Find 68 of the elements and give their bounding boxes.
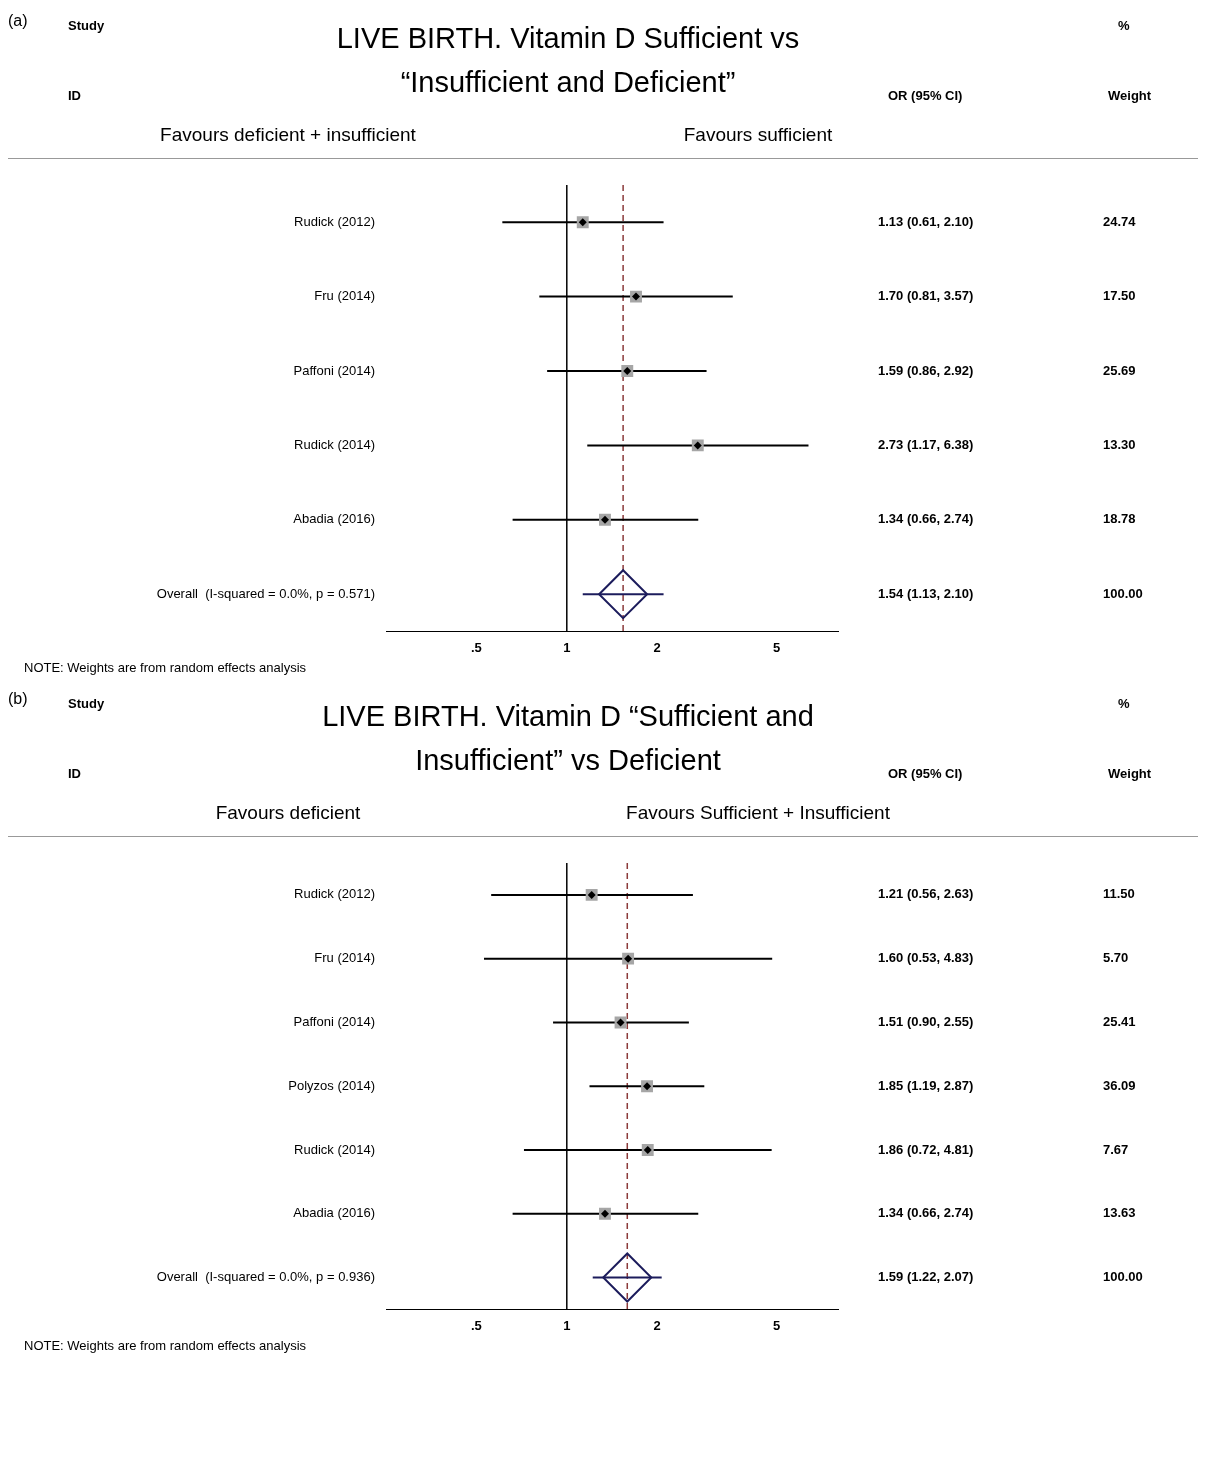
data-label: 1.34 (0.66, 2.74) [878,511,974,527]
text: 1.54 (1.13, 2.10) [878,585,974,601]
text: % [1118,696,1130,711]
text: OR (95% CI) [888,766,963,781]
data-label: 1.70 (0.81, 3.57) [878,288,974,304]
data-label: 1.13 (0.61, 2.10) [878,213,974,229]
data-label: 1.59 (0.86, 2.92) [878,362,974,378]
y-tick-label: Rudick (2012) [294,886,375,902]
y-tick-label: Rudick (2012) [294,213,375,229]
text: Favours deficient + insufficient [159,124,417,146]
text: NOTE: Weights are from random effects analysis [24,1338,307,1353]
x-tick-label: 2 [653,639,661,655]
x-tick-label: 2 [653,1317,661,1333]
text: NOTE: Weights are from random effects analysis [24,660,307,675]
text: Favours sufficient [682,124,834,146]
data-label: 1.60 (0.53, 4.83) [878,950,974,966]
text: 36.09 [1103,1077,1136,1093]
y-tick-label: Rudick (2014) [294,1141,375,1157]
y-tick-label: Paffoni (2014) [293,1014,375,1030]
y-tick-label: Overall (I-squared = 0.0%, p = 0.571) [156,585,375,601]
data-label: 1.34 (0.66, 2.74) [878,1205,974,1221]
text: 13.63 [1103,1205,1136,1221]
chart-title: LIVE BIRTH. Vitamin D “Sufficient and Insufficient” vs Deficient [321,699,815,778]
text: Favours Sufficient + Insufficient [625,802,891,824]
text: 25.41 [1103,1014,1136,1030]
text: (a) [8,12,28,30]
x-tick-label: 1 [563,1317,571,1333]
x-tick-label: 1 [563,639,571,655]
text: % [1118,18,1130,33]
point [602,1252,653,1303]
y-tick-label: Fru (2014) [314,950,375,966]
y-tick-label: Abadia (2016) [293,511,375,527]
text: 1.59 (1.22, 2.07) [878,1269,974,1285]
text: Weight [1108,88,1152,103]
text: ID [68,766,81,781]
y-tick-label: Polyzos (2014) [288,1077,375,1093]
y-tick-label: Abadia (2016) [293,1205,375,1221]
text: Study [68,696,105,711]
x-tick-label: 5 [773,639,781,655]
text: Favours deficient [214,802,362,824]
text: (b) [8,690,28,708]
data-label: 1.51 (0.90, 2.55) [878,1014,974,1030]
text: 100.00 [1103,1269,1143,1285]
text: 24.74 [1103,213,1137,229]
y-tick-label: Paffoni (2014) [293,362,375,378]
text: 18.78 [1103,511,1136,527]
text: Study [68,18,105,33]
y-tick-label: Rudick (2014) [294,436,375,452]
text: 7.67 [1103,1141,1129,1157]
data-label: 1.86 (0.72, 4.81) [878,1141,974,1157]
y-tick-label: Overall (I-squared = 0.0%, p = 0.936) [156,1269,375,1285]
text: 17.50 [1103,288,1136,304]
chart-title: LIVE BIRTH. Vitamin D Sufficient vs “Insufficient and Deficient” [335,21,801,100]
text: 13.30 [1103,436,1136,452]
data-label: 1.85 (1.19, 2.87) [878,1077,974,1093]
text: 100.00 [1103,585,1143,601]
text: ID [68,88,81,103]
text: 25.69 [1103,362,1136,378]
y-tick-label: Fru (2014) [314,288,375,304]
x-tick-label: 5 [773,1317,781,1333]
data-label: 2.73 (1.17, 6.38) [878,436,974,452]
text: 11.50 [1103,886,1135,902]
data-label: 1.21 (0.56, 2.63) [878,886,974,902]
x-tick-label: .5 [470,639,482,655]
text: Weight [1108,766,1152,781]
x-tick-label: .5 [470,1317,482,1333]
text: OR (95% CI) [888,88,963,103]
text: 5.70 [1103,950,1129,966]
